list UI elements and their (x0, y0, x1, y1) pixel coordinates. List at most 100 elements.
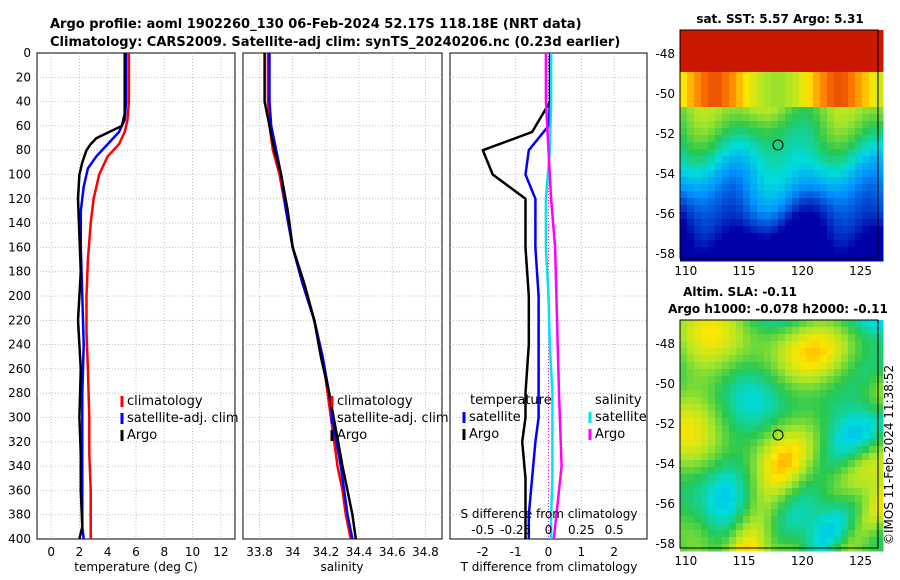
map-cell (841, 369, 849, 377)
map-cell (799, 100, 807, 108)
map-cell (869, 383, 877, 391)
map-cell (827, 219, 835, 227)
map-cell (876, 348, 884, 356)
map-cell (813, 495, 821, 503)
map-cell (680, 467, 688, 475)
map-cell (743, 474, 751, 482)
map-cell (687, 369, 695, 377)
x-tick-label: -2 (477, 545, 489, 559)
map-cell (701, 205, 709, 213)
map-cell (869, 369, 877, 377)
map-cell (694, 247, 702, 255)
map-cell (701, 530, 709, 538)
map-cell (792, 390, 800, 398)
map-cell (687, 226, 695, 234)
map-cell (806, 530, 814, 538)
map-cell (834, 58, 842, 66)
map-cell (764, 397, 772, 405)
map-cell (813, 320, 821, 328)
map-cell (855, 58, 863, 66)
map-cell (792, 376, 800, 384)
map-cell (687, 362, 695, 370)
map-cell (743, 355, 751, 363)
map-cell (869, 226, 877, 234)
map-cell (750, 397, 758, 405)
map-cell (715, 177, 723, 185)
map-cell (687, 121, 695, 129)
map-cell (792, 240, 800, 248)
map-cell (813, 516, 821, 524)
map-cell (869, 149, 877, 157)
map-cell (834, 114, 842, 122)
map-cell (841, 460, 849, 468)
map-cell (680, 432, 688, 440)
map-cell (855, 128, 863, 136)
map-cell (736, 72, 744, 80)
map-cell (771, 128, 779, 136)
map-cell (834, 509, 842, 517)
map-cell (855, 537, 863, 545)
map-cell (722, 37, 730, 45)
map-cell (827, 205, 835, 213)
map-cell (806, 348, 814, 356)
map-cell (848, 149, 856, 157)
map-cell (729, 107, 737, 115)
map-cell (722, 411, 730, 419)
map-cell (813, 334, 821, 342)
map-cell (715, 481, 723, 489)
map-cell (855, 142, 863, 150)
map-cell (841, 72, 849, 80)
map-cell (736, 100, 744, 108)
map-cell (785, 51, 793, 59)
map-cell (785, 488, 793, 496)
map-cell (820, 453, 828, 461)
map-cell (841, 481, 849, 489)
map-cell (820, 355, 828, 363)
map-cell (778, 37, 786, 45)
map-cell (736, 383, 744, 391)
map-cell (680, 348, 688, 356)
map-cell (701, 30, 709, 38)
map-cell (848, 226, 856, 234)
map-cell (764, 135, 772, 143)
map-cell (820, 79, 828, 87)
map-cell (743, 418, 751, 426)
map-cell (715, 425, 723, 433)
map-cell (841, 488, 849, 496)
map-cell (764, 418, 772, 426)
map-cell (820, 537, 828, 545)
map-cell (708, 219, 716, 227)
map-cell (785, 530, 793, 538)
map-cell (694, 44, 702, 52)
map-cell (820, 481, 828, 489)
map-cell (715, 509, 723, 517)
map-cell (869, 184, 877, 192)
map-cell (799, 481, 807, 489)
map-cell (715, 411, 723, 419)
map-cell (729, 397, 737, 405)
map-cell (862, 219, 870, 227)
map-cell (792, 149, 800, 157)
map-cell (743, 191, 751, 199)
map-cell (785, 474, 793, 482)
map-cell (757, 488, 765, 496)
map-cell (729, 516, 737, 524)
map-cell (771, 79, 779, 87)
map-cell (813, 530, 821, 538)
map-cell (827, 537, 835, 545)
map-cell (736, 170, 744, 178)
map-cell (813, 341, 821, 349)
map-cell (876, 334, 884, 342)
map-cell (736, 341, 744, 349)
map-cell (862, 320, 870, 328)
map-cell (757, 184, 765, 192)
sst-map-title: sat. SST: 5.57 Argo: 5.31 (696, 12, 863, 26)
map-cell (708, 425, 716, 433)
map-cell (687, 516, 695, 524)
map-cell (799, 432, 807, 440)
map-cell (715, 100, 723, 108)
map-cell (841, 341, 849, 349)
map-cell (729, 474, 737, 482)
map-cell (792, 467, 800, 475)
map-cell (729, 233, 737, 241)
